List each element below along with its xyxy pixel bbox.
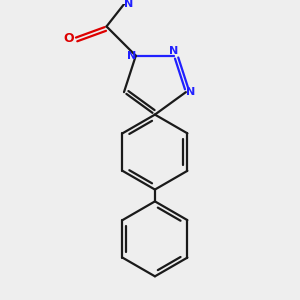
Text: O: O: [64, 32, 74, 45]
Text: N: N: [124, 0, 133, 9]
Text: N: N: [186, 87, 195, 97]
Text: N: N: [169, 46, 179, 56]
Text: N: N: [127, 51, 136, 61]
